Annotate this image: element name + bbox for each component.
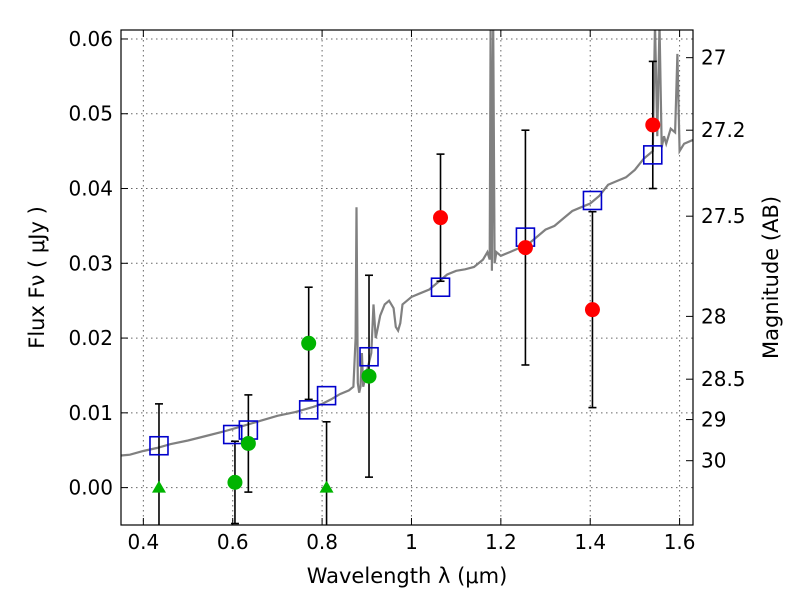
y-tick-label: 0.05	[68, 102, 113, 126]
model-point-square	[642, 145, 663, 165]
y-tick-label: 0.02	[68, 326, 113, 350]
y-axis-title: Flux Fν ( μJy )	[25, 206, 49, 349]
y-tick-label: 0.04	[68, 177, 113, 201]
red-data-point	[584, 302, 600, 318]
green-limit-triangle	[151, 480, 166, 493]
y2-tick-label: 30	[701, 449, 726, 473]
y-tick-label: 0.06	[68, 27, 113, 51]
model-point-square	[316, 385, 337, 406]
data-points-layer	[149, 117, 663, 493]
y2-tick-label: 27.2	[701, 118, 746, 142]
y2-tick-label: 27.5	[701, 204, 746, 228]
red-data-point	[645, 117, 661, 133]
error-bars-layer	[154, 60, 657, 525]
y2-tick-label: 28.5	[701, 367, 746, 391]
model-point-square	[149, 435, 169, 456]
y2-tick-label: 29	[701, 408, 726, 432]
y2-tick-label: 27	[701, 46, 726, 70]
y-tick-label: 0.00	[68, 476, 113, 500]
y-tick-label: 0.03	[68, 251, 113, 275]
y2-axis-title: Magnitude (AB)	[759, 196, 783, 359]
x-tick-label: 1	[405, 530, 418, 554]
grid-lines	[121, 30, 693, 525]
x-tick-label: 0.8	[306, 530, 338, 554]
x-tick-label: 0.4	[127, 530, 159, 554]
y-tick-label: 0.01	[68, 401, 113, 425]
model-point-square	[222, 424, 243, 445]
plot-frame	[120, 29, 694, 526]
x-tick-label: 1.6	[664, 530, 696, 554]
green-limit-triangle	[319, 480, 334, 493]
x-tick-label: 1.4	[574, 530, 606, 554]
model-point-square	[359, 346, 379, 367]
model-point-square	[430, 277, 451, 298]
axis-ticks: 0.4 0.6 0.8 1 1.2 1.4 1.6 0.00 0.01 0.02 0.03 0.04 0…	[68, 27, 745, 554]
red-data-point	[433, 210, 449, 226]
model-spectrum-layer	[121, 30, 693, 457]
x-axis-title: Wavelength λ (μm)	[307, 564, 508, 588]
green-data-point	[240, 435, 256, 451]
model-spectrum-line	[121, 30, 693, 457]
x-tick-label: 1.2	[485, 530, 517, 554]
x-tick-label: 0.6	[217, 530, 249, 554]
model-point-square	[582, 190, 603, 211]
green-data-point	[361, 368, 377, 384]
red-data-point	[517, 240, 533, 256]
model-point-square	[298, 400, 319, 420]
y2-tick-label: 28	[701, 304, 726, 328]
green-data-point	[227, 474, 243, 490]
green-data-point	[301, 335, 317, 351]
